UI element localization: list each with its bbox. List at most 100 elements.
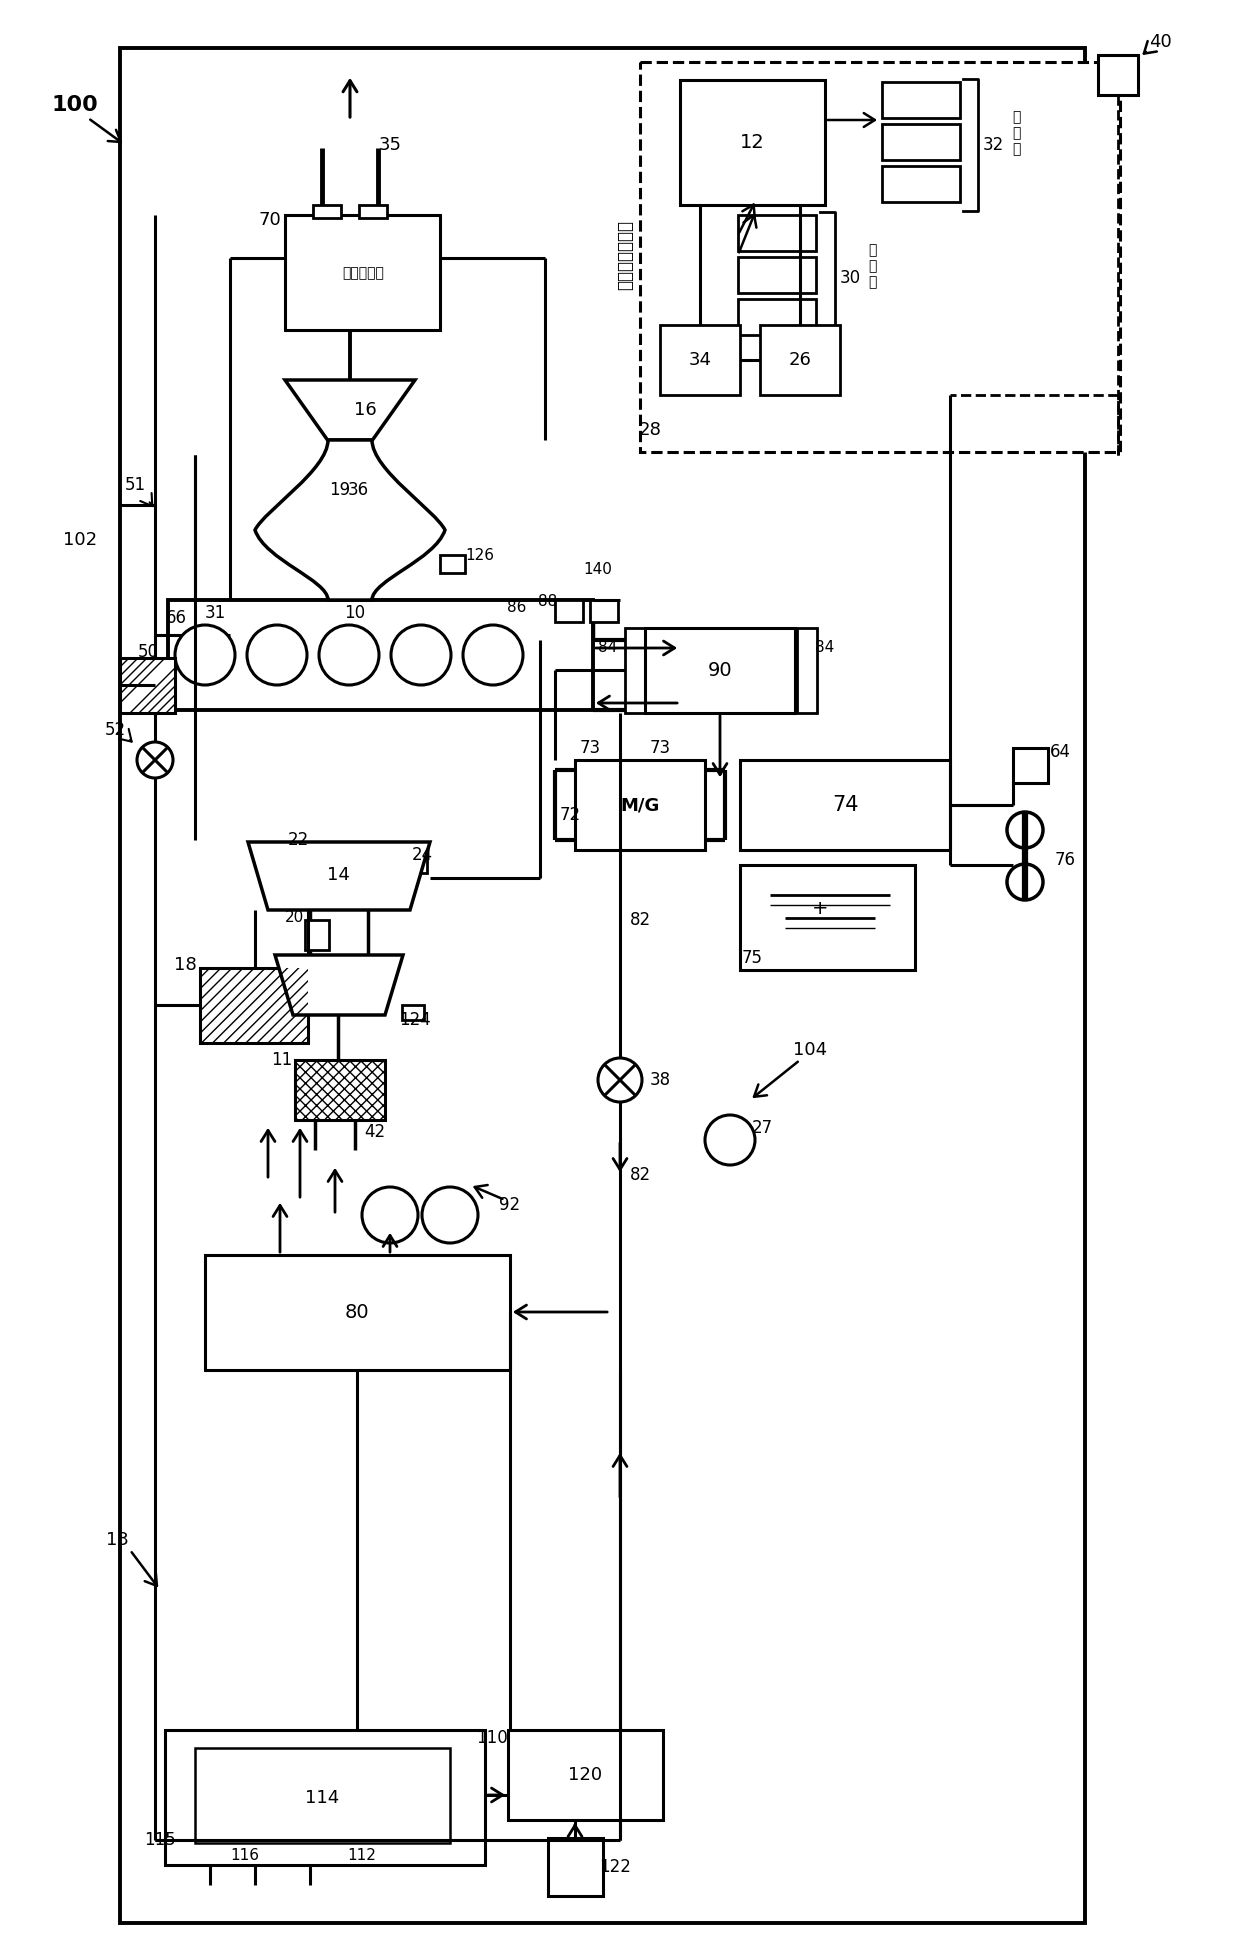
Text: 26: 26 [789,352,811,369]
Circle shape [175,625,236,686]
Bar [740,865,915,971]
Text: 13: 13 [105,1531,129,1549]
Bar [740,760,950,850]
Text: 90: 90 [708,660,733,680]
Bar [167,600,593,711]
Text: 51: 51 [124,477,145,494]
Bar [205,1256,510,1369]
Bar [120,49,1085,1924]
Text: 126: 126 [465,547,495,562]
Text: 19: 19 [330,480,351,500]
Text: 传
感
器: 传 感 器 [868,242,877,289]
Bar [548,1838,603,1896]
Bar [738,258,816,293]
Bar [200,969,308,1043]
Bar [882,123,960,160]
Text: 35: 35 [378,137,402,154]
Bar [360,205,387,219]
Bar [640,62,1120,451]
Text: 42: 42 [365,1123,386,1141]
Circle shape [422,1187,477,1242]
Bar [575,760,706,850]
Circle shape [362,1187,418,1242]
Circle shape [463,625,523,686]
Polygon shape [285,381,415,439]
Bar [295,1060,384,1119]
Text: 36: 36 [347,480,368,500]
Text: 92: 92 [500,1195,521,1215]
Text: 84: 84 [599,641,618,656]
Text: 82: 82 [630,1166,651,1184]
Bar [1013,748,1048,783]
Text: 66: 66 [165,609,186,627]
Bar [660,324,740,395]
Text: 致
动
器: 致 动 器 [1012,109,1021,156]
Text: 20: 20 [285,910,305,926]
Polygon shape [275,955,403,1016]
Text: 76: 76 [1054,852,1075,869]
Bar [200,969,308,1043]
Text: 124: 124 [399,1012,430,1029]
Text: 140: 140 [584,562,613,578]
Text: +: + [812,898,828,918]
Text: 24: 24 [412,846,433,863]
Bar [882,82,960,117]
Circle shape [1007,863,1043,900]
Text: 82: 82 [630,910,651,930]
Text: 28: 28 [639,422,661,439]
Bar [882,166,960,201]
Text: 73: 73 [579,738,600,758]
Text: 非放控制器: 非放控制器 [342,266,384,279]
PathPatch shape [255,439,445,600]
Bar [680,80,825,205]
Bar [556,600,583,621]
Text: 16: 16 [353,400,377,420]
Text: 100: 100 [52,96,98,115]
Bar [625,629,645,713]
Text: 11: 11 [272,1051,293,1068]
Text: 102: 102 [63,531,97,549]
Circle shape [1007,812,1043,848]
Circle shape [247,625,308,686]
Text: 14: 14 [326,865,350,885]
Text: 72: 72 [559,807,580,824]
Text: 114: 114 [305,1789,339,1807]
Bar [738,215,816,252]
Text: 74: 74 [832,795,858,814]
Text: 73: 73 [650,738,671,758]
Bar [402,1006,424,1019]
Text: 12: 12 [739,133,764,152]
Circle shape [598,1059,642,1101]
Bar [285,215,440,330]
Text: 22: 22 [288,830,309,850]
Text: 112: 112 [347,1848,377,1863]
Bar [165,1730,485,1865]
Text: 110: 110 [476,1728,508,1748]
Bar [645,629,795,713]
Text: 84: 84 [816,641,835,656]
Polygon shape [248,842,430,910]
Bar [312,205,341,219]
Text: 80: 80 [345,1303,370,1322]
Text: 120: 120 [568,1766,603,1783]
Text: 122: 122 [599,1857,631,1877]
Text: 88: 88 [538,594,558,609]
Bar [1097,55,1138,96]
Text: 116: 116 [231,1848,259,1863]
Text: 32: 32 [982,137,1003,154]
Bar [760,324,839,395]
Text: 18: 18 [174,957,196,975]
Text: 31: 31 [205,603,226,621]
Text: 52: 52 [104,721,125,738]
Text: 30: 30 [839,270,861,287]
Bar [590,600,618,621]
Text: 64: 64 [1049,742,1070,762]
Text: 70: 70 [259,211,281,229]
Text: 发动机控制系统: 发动机控制系统 [616,221,634,289]
Text: 38: 38 [650,1070,671,1090]
Text: 27: 27 [751,1119,773,1137]
Text: 115: 115 [144,1832,176,1849]
Text: 10: 10 [345,603,366,621]
Bar [440,555,465,572]
Bar [195,1748,450,1844]
